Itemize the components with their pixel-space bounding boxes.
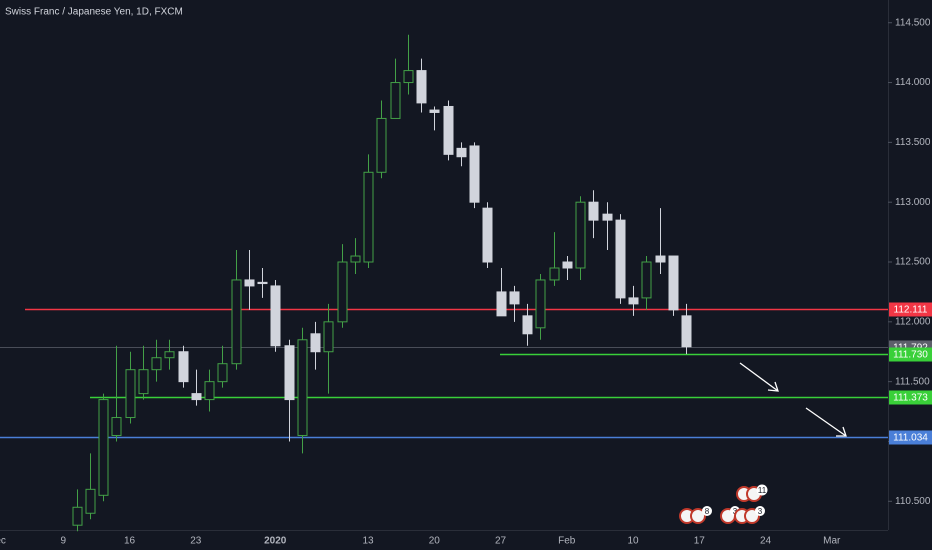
- candle-body: [151, 357, 162, 371]
- y-tick-label: 112.500: [895, 257, 931, 268]
- level-label: 111.373: [893, 393, 928, 404]
- x-tick-label: 24: [760, 536, 772, 547]
- plot: 110.500111.000111.500112.000112.500113.0…: [0, 17, 932, 547]
- level-label: 111.730: [893, 350, 928, 361]
- candle-body: [244, 279, 255, 287]
- candle-body: [655, 255, 666, 263]
- candle-body: [72, 506, 83, 526]
- level-tag: [889, 302, 932, 317]
- candle-body: [191, 393, 202, 401]
- x-tick-label: 9: [60, 536, 66, 547]
- candle-body: [98, 399, 109, 496]
- candle-body: [588, 201, 599, 221]
- level-label: 111.034: [893, 433, 928, 444]
- candle-body: [482, 207, 493, 263]
- candle-body: [337, 261, 348, 323]
- candle-body: [310, 333, 321, 353]
- candle-body: [350, 255, 361, 263]
- event-count: 3: [733, 507, 738, 516]
- y-tick-label: 111.500: [895, 376, 930, 387]
- candle-body: [231, 279, 242, 365]
- candle-body: [323, 321, 334, 353]
- candle-body: [390, 82, 401, 119]
- x-tick-label: 27: [495, 536, 507, 547]
- x-tick-label: 17: [694, 536, 706, 547]
- event-count: 8: [705, 507, 710, 516]
- candle-body: [602, 213, 613, 221]
- event-badge: [702, 506, 712, 516]
- arrow-head: [767, 381, 779, 392]
- x-tick-label: Mar: [823, 536, 841, 547]
- candle-body: [429, 109, 440, 113]
- candle-body: [575, 201, 586, 269]
- candle-body: [111, 417, 122, 436]
- arrow-head: [836, 426, 847, 437]
- y-tick-label: 113.000: [895, 197, 931, 208]
- level-label: 112.111: [894, 305, 928, 316]
- arrows: [739, 362, 847, 437]
- candle-body: [403, 70, 414, 84]
- candle-body: [164, 351, 175, 359]
- x-tick-label: Dec: [0, 536, 6, 547]
- candle-body: [178, 351, 189, 383]
- event-icon: [690, 508, 706, 524]
- candle-body: [257, 281, 268, 285]
- candle-body: [204, 381, 215, 401]
- x-tick-label: 20: [429, 536, 441, 547]
- candle-body: [363, 171, 374, 263]
- candle-body: [549, 267, 560, 281]
- level-tag: [889, 347, 932, 362]
- y-tick-label: 113.500: [895, 137, 931, 148]
- event-count: 11: [758, 486, 767, 495]
- event-badge: [755, 506, 765, 516]
- x-tick-label: Feb: [558, 536, 576, 547]
- candle-body: [681, 315, 692, 348]
- candle-body: [85, 488, 96, 514]
- x-tick-label: 10: [627, 536, 639, 547]
- candle-body: [456, 147, 467, 158]
- candle-body: [615, 219, 626, 299]
- x-tick-label: 13: [362, 536, 374, 547]
- candle-body: [297, 339, 308, 436]
- candle-body: [668, 255, 679, 311]
- chart-title: Swiss Franc / Japanese Yen, 1D, FXCM: [5, 7, 183, 18]
- level-tag: [889, 430, 932, 445]
- candle-body: [376, 117, 387, 173]
- level-tag: [889, 390, 932, 405]
- y-tick-label: 112.000: [895, 316, 931, 327]
- y-tick-label: 114.500: [895, 17, 931, 28]
- candle-body: [628, 297, 639, 305]
- x-tick-label: 2020: [264, 536, 287, 547]
- y-tick-label: 114.000: [895, 77, 931, 88]
- events: 8 3 3 11: [679, 484, 768, 524]
- event-count: 3: [758, 507, 763, 516]
- candle-body: [416, 70, 427, 104]
- arrow: [739, 362, 779, 392]
- y-tick-label: 110.500: [895, 496, 931, 507]
- candle-body: [496, 291, 507, 317]
- candle-body: [443, 105, 454, 155]
- arrow: [805, 407, 847, 437]
- candle-body: [535, 279, 546, 329]
- x-tick-label: 23: [190, 536, 202, 547]
- candle-body: [509, 291, 520, 305]
- candle-body: [522, 315, 533, 335]
- candle-body: [125, 369, 136, 419]
- candle-body: [562, 261, 573, 269]
- candle-body: [469, 145, 480, 203]
- candle-body: [217, 363, 228, 383]
- x-tick-label: 16: [124, 536, 136, 547]
- candle-body: [284, 345, 295, 401]
- candle-body: [270, 285, 281, 347]
- candle-body: [641, 261, 652, 299]
- event-badge: [756, 484, 768, 496]
- candle-body: [138, 369, 149, 395]
